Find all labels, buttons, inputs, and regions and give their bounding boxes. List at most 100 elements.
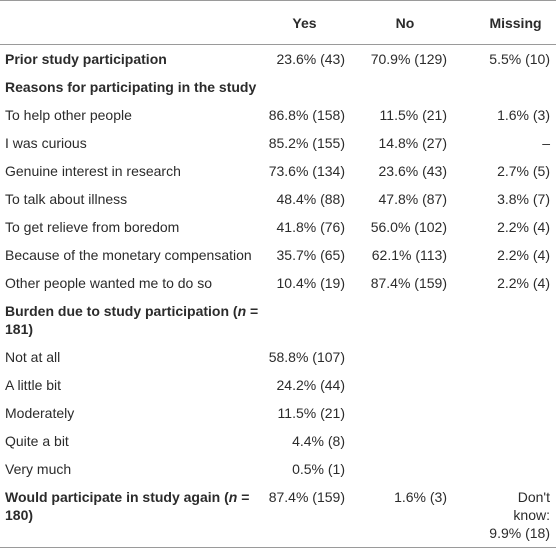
cell-value: Don't know: 9.9% (18): [489, 489, 550, 541]
cell-yes: 11.5% (21): [262, 399, 347, 427]
cell-value: 1.6% (3): [497, 107, 550, 123]
cell-value: 56.0% (102): [370, 219, 447, 235]
column-header: Yes: [262, 0, 347, 45]
cell-value: 86.8% (158): [268, 107, 345, 123]
table-row: Moderately 11.5% (21): [0, 399, 556, 427]
cell-value: 41.8% (76): [276, 219, 345, 235]
cell-no: [347, 427, 449, 455]
label-text: I was curious: [5, 135, 87, 151]
table-row: Other people wanted me to do so 10.4% (19…: [0, 269, 556, 297]
cell-yes: 86.8% (158): [262, 101, 347, 129]
cell-no: [347, 399, 449, 427]
cell-value: 47.8% (87): [378, 191, 447, 207]
cell-no: [347, 343, 449, 371]
label-text: To talk about illness: [5, 191, 128, 207]
cell-no: 47.8% (87): [347, 185, 449, 213]
cell-value: 48.4% (88): [276, 191, 345, 207]
label-text: A little bit: [5, 377, 62, 393]
cell-no: 56.0% (102): [347, 213, 449, 241]
cell-no: 1.6% (3): [347, 483, 449, 548]
cell-yes: [262, 297, 347, 343]
cell-missing: 2.2% (4): [449, 213, 556, 241]
cell-value: 70.9% (129): [370, 51, 447, 67]
table-row: Because of the monetary compensation 35.7…: [0, 241, 556, 269]
cell-no: [347, 371, 449, 399]
cell-missing: 2.2% (4): [449, 269, 556, 297]
label-text: To help other people: [5, 107, 132, 123]
row-label: Burden due to study participation (n = 1…: [0, 297, 262, 343]
column-header: Missing: [449, 0, 556, 45]
row-label: Prior study participation: [0, 45, 262, 74]
cell-missing: [449, 455, 556, 483]
table-row: Reasons for participating in the study: [0, 73, 556, 101]
table-header: Yes No Missing: [0, 0, 556, 45]
table-row: Genuine interest in research 73.6% (134) 2…: [0, 157, 556, 185]
label-text: Not at all: [5, 349, 61, 365]
cell-value: 1.6% (3): [394, 489, 447, 505]
cell-yes: 41.8% (76): [262, 213, 347, 241]
label-part: n: [228, 489, 238, 505]
label-text: Prior study participation: [5, 51, 167, 67]
cell-value: 73.6% (134): [268, 163, 345, 179]
label-part: Would participate in study again (: [5, 489, 229, 505]
cell-missing: [449, 427, 556, 455]
cell-yes: 87.4% (159): [262, 483, 347, 548]
row-label: Because of the monetary compensation: [0, 241, 262, 269]
row-label: Other people wanted me to do so: [0, 269, 262, 297]
row-label: To get relieve from boredom: [0, 213, 262, 241]
cell-yes: 58.8% (107): [262, 343, 347, 371]
cell-yes: 48.4% (88): [262, 185, 347, 213]
cell-missing: [449, 343, 556, 371]
cell-yes: [262, 73, 347, 101]
row-label: To help other people: [0, 101, 262, 129]
label-part: = 181): [5, 303, 259, 337]
table-row: Not at all 58.8% (107): [0, 343, 556, 371]
label-text: To get relieve from boredom: [5, 219, 180, 235]
label-text: Because of the monetary compensation: [5, 247, 252, 263]
cell-value: 2.2% (4): [497, 247, 550, 263]
cell-value: 24.2% (44): [276, 377, 345, 393]
cell-value: 85.2% (155): [268, 135, 345, 151]
row-label: Not at all: [0, 343, 262, 371]
table-row: Would participate in study again (n = 18…: [0, 483, 556, 548]
cell-value: 87.4% (159): [268, 489, 345, 505]
row-label: Quite a bit: [0, 427, 262, 455]
cell-yes: 85.2% (155): [262, 129, 347, 157]
cell-value: 2.2% (4): [497, 219, 550, 235]
cell-value: –: [542, 135, 550, 151]
cell-no: 87.4% (159): [347, 269, 449, 297]
column-header: No: [347, 0, 449, 45]
cell-missing: [449, 297, 556, 343]
cell-value: 23.6% (43): [276, 51, 345, 67]
label-text: Reasons for participating in the study: [5, 79, 257, 95]
cell-value: 35.7% (65): [276, 247, 345, 263]
cell-missing: [449, 371, 556, 399]
cell-no: 14.8% (27): [347, 129, 449, 157]
label-part: = 180): [5, 489, 250, 523]
cell-yes: 73.6% (134): [262, 157, 347, 185]
cell-value: 3.8% (7): [497, 191, 550, 207]
cell-missing: 2.7% (5): [449, 157, 556, 185]
cell-missing: [449, 73, 556, 101]
row-label: Moderately: [0, 399, 262, 427]
label-text: Genuine interest in research: [5, 163, 181, 179]
table-row: A little bit 24.2% (44): [0, 371, 556, 399]
cell-value: 87.4% (159): [370, 275, 447, 291]
label-text: Very much: [5, 461, 72, 477]
row-label: A little bit: [0, 371, 262, 399]
cell-missing: Don't know: 9.9% (18): [449, 483, 556, 548]
cell-value: 11.5% (21): [277, 405, 345, 421]
cell-no: [347, 73, 449, 101]
cell-missing: [449, 399, 556, 427]
table-row: To get relieve from boredom 41.8% (76) 56.…: [0, 213, 556, 241]
cell-value: 5.5% (10): [489, 51, 550, 67]
cell-no: 11.5% (21): [347, 101, 449, 129]
cell-no: 23.6% (43): [347, 157, 449, 185]
header-row: Yes No Missing: [0, 0, 556, 45]
cell-value: 2.2% (4): [497, 275, 550, 291]
row-label: To talk about illness: [0, 185, 262, 213]
cell-value: 4.4% (8): [292, 433, 345, 449]
header-blank: [0, 0, 262, 45]
row-label: Would participate in study again (n = 18…: [0, 483, 262, 548]
